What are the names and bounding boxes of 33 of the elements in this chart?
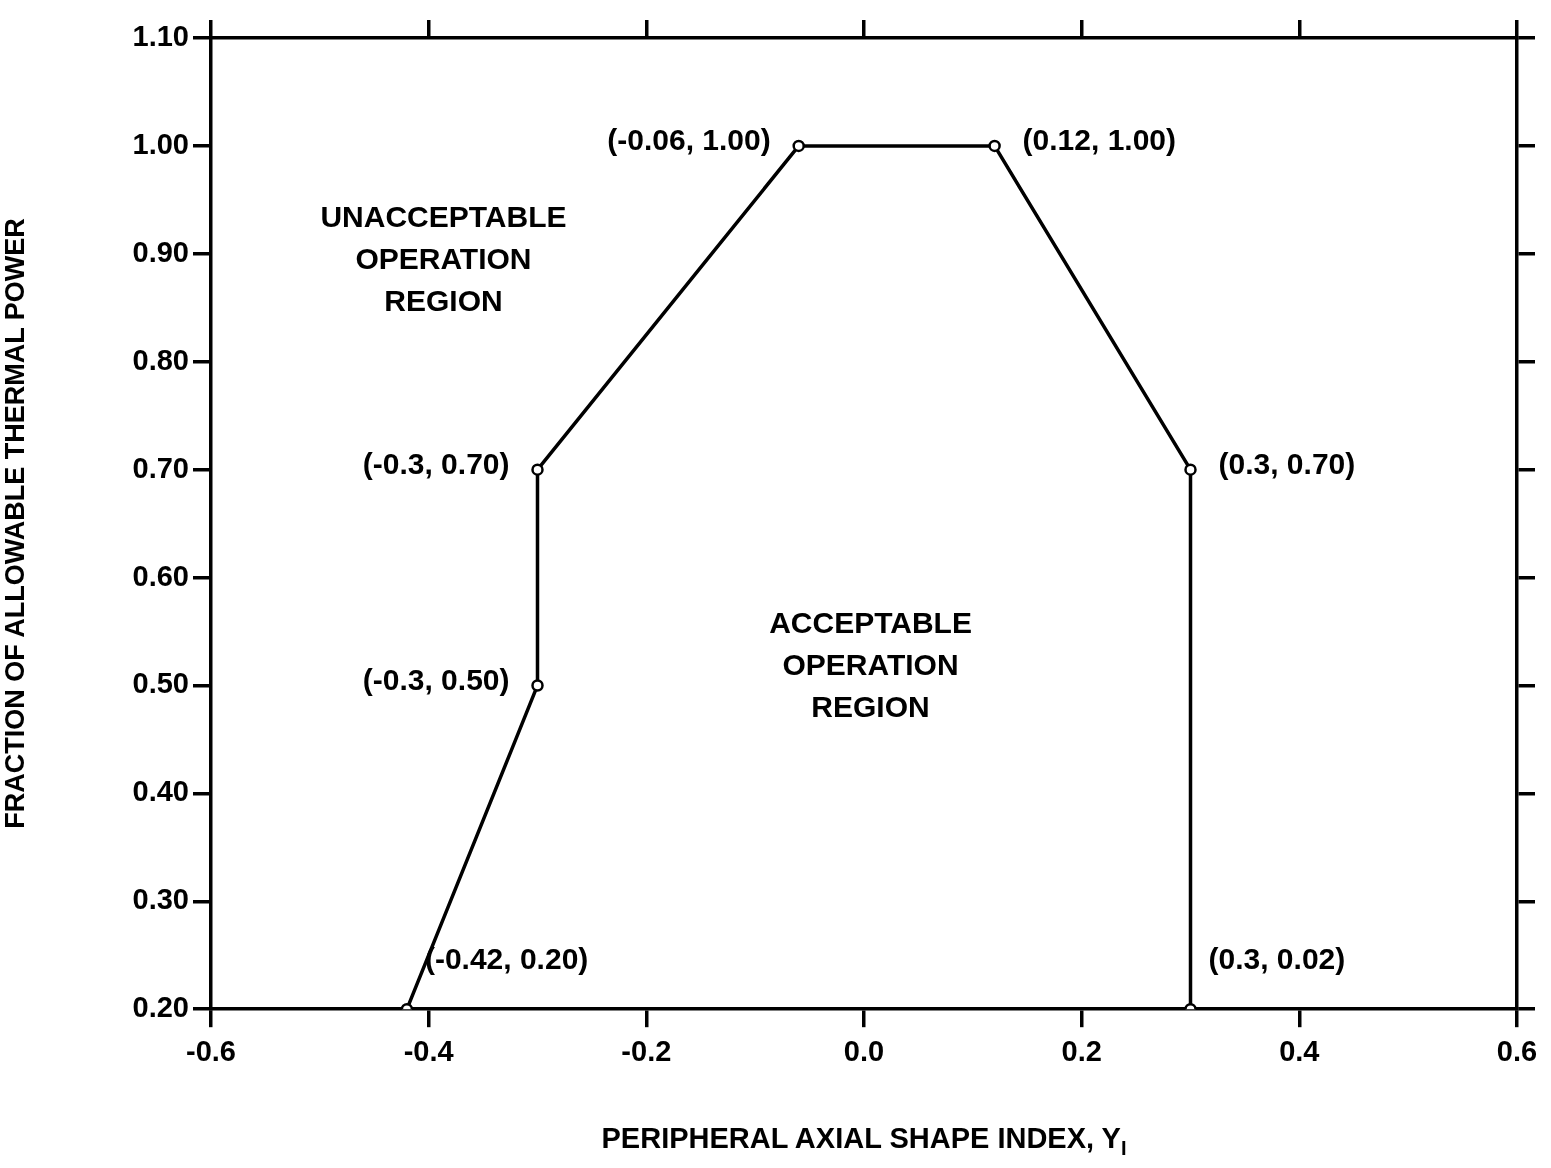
annotation: (-0.42, 0.20) bbox=[424, 942, 589, 976]
annotation: ACCEPTABLE OPERATION REGION bbox=[769, 605, 972, 723]
y-tick-label: 0.60 bbox=[132, 559, 189, 592]
y-axis-title: FRACTION OF ALLOWABLE THERMAL POWER bbox=[0, 218, 30, 829]
annotation: (-0.3, 0.70) bbox=[362, 446, 510, 480]
y-tick-label: 0.40 bbox=[132, 775, 189, 808]
x-tick-label: 0.2 bbox=[1061, 1034, 1102, 1067]
y-tick-label: 0.30 bbox=[132, 883, 189, 916]
y-tick-label: 0.80 bbox=[132, 343, 189, 376]
x-tick-label: -0.2 bbox=[621, 1034, 672, 1067]
x-tick-label: -0.6 bbox=[186, 1034, 236, 1067]
y-tick-label: 0.70 bbox=[132, 451, 189, 484]
y-tick-label: 1.00 bbox=[132, 127, 189, 160]
x-tick-label: 0.4 bbox=[1279, 1034, 1320, 1067]
y-tick-label: 0.50 bbox=[132, 667, 189, 700]
annotation: (-0.06, 1.00) bbox=[607, 123, 771, 157]
point bbox=[988, 139, 1001, 153]
y-tick-label: 1.10 bbox=[132, 20, 189, 52]
x-tick-label: 0.0 bbox=[843, 1034, 885, 1067]
x-tick-label: -0.4 bbox=[403, 1034, 454, 1067]
y-tick-label: 0.20 bbox=[132, 991, 189, 1024]
annotation: (0.3, 0.02) bbox=[1208, 942, 1346, 976]
annotation: (0.12, 1.00) bbox=[1022, 123, 1177, 157]
annotation: UNACCEPTABLE OPERATION REGION bbox=[320, 199, 567, 317]
x-tick-label: 0.6 bbox=[1496, 1034, 1538, 1067]
point bbox=[531, 679, 544, 692]
point bbox=[1184, 463, 1197, 476]
point bbox=[531, 463, 544, 476]
x-axis-title: PERIPHERAL AXIAL SHAPE INDEX, Y$_{I}$ bbox=[600, 1122, 1128, 1160]
y-tick-label: 0.90 bbox=[132, 235, 189, 268]
annotation: (-0.3, 0.50) bbox=[362, 662, 510, 696]
annotation: (0.3, 0.70) bbox=[1218, 446, 1356, 480]
point bbox=[792, 139, 805, 153]
